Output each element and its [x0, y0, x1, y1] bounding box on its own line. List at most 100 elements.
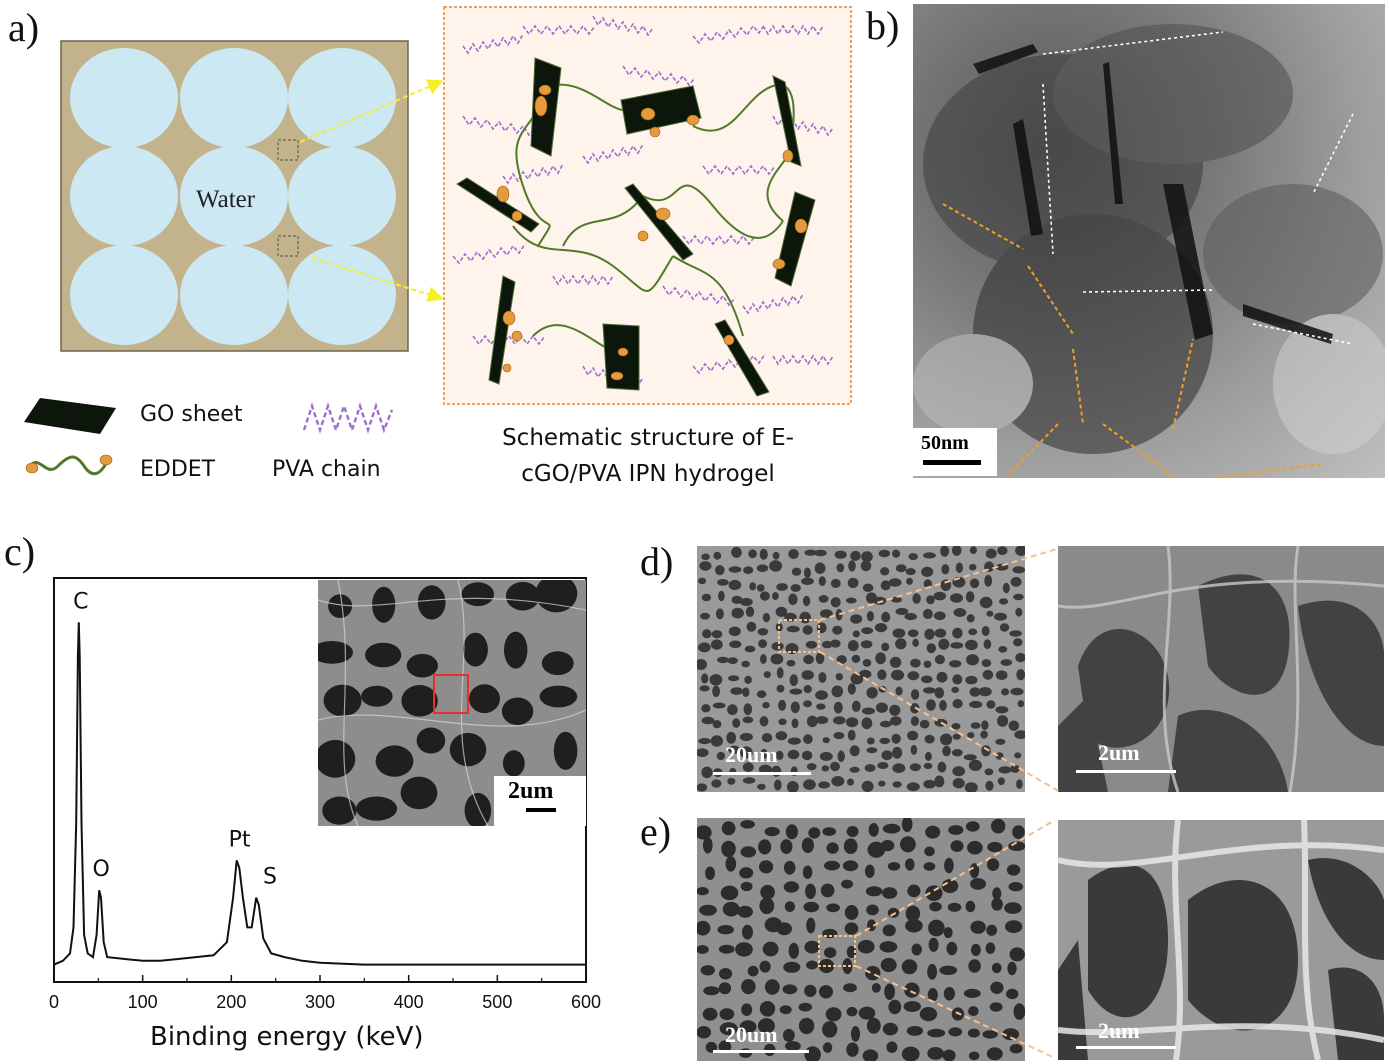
pore [995, 670, 1008, 680]
pore [322, 796, 357, 825]
pore [887, 862, 901, 871]
pore [818, 576, 826, 586]
d-left-scalebar-label: 20um [725, 742, 778, 767]
pore [783, 860, 796, 875]
pore [728, 579, 742, 591]
inset-c-scalebar-bar [526, 808, 556, 812]
pore [966, 654, 979, 666]
pore [762, 701, 770, 709]
pore [747, 965, 759, 977]
pore [462, 632, 488, 667]
pore [725, 856, 737, 872]
pore [895, 564, 907, 573]
peak-label-c: C [73, 589, 88, 614]
pore [790, 584, 801, 592]
pore [927, 1028, 946, 1038]
pore [852, 630, 860, 638]
pore [904, 613, 917, 621]
pore [698, 577, 707, 585]
pore [701, 593, 712, 602]
pore [721, 821, 736, 836]
pore [697, 887, 709, 896]
pore [911, 689, 920, 700]
pore [504, 631, 528, 669]
pore [986, 610, 994, 617]
pore [900, 836, 916, 853]
pore [910, 744, 918, 755]
water-pore [70, 48, 178, 148]
pore [923, 687, 936, 694]
pore [910, 658, 921, 668]
pore [845, 597, 857, 604]
pore [947, 902, 962, 912]
pore [950, 840, 964, 852]
pva-chains [452, 15, 834, 387]
pore [923, 862, 936, 871]
pore [889, 656, 902, 668]
pore [878, 549, 891, 558]
zoom-arrow-lower [311, 257, 444, 303]
pore [764, 826, 780, 837]
pore [991, 897, 1003, 911]
pore [923, 762, 933, 770]
pore [879, 737, 891, 745]
pore [699, 904, 717, 916]
pore [743, 566, 754, 574]
pore [1013, 593, 1024, 601]
pore [966, 614, 975, 623]
pore [940, 733, 953, 746]
pore [835, 673, 843, 681]
pore [849, 766, 860, 773]
e-right-scalebar-label: 2um [1098, 1018, 1140, 1043]
schematic-caption: Schematic structure of E- cGO/PVA IPN hy… [443, 420, 853, 492]
pore [742, 777, 756, 784]
pore [985, 780, 994, 791]
pore [999, 623, 1010, 632]
pore [906, 1026, 924, 1036]
pore [746, 621, 757, 632]
pore [739, 746, 753, 759]
pore [922, 608, 933, 620]
pore [697, 748, 709, 757]
sem-d-high-mag: 2um [1058, 546, 1384, 792]
pore [925, 885, 943, 901]
pore [790, 701, 800, 714]
sem-e-high-mag: 2um [1058, 820, 1384, 1060]
pore [744, 675, 752, 684]
pore [991, 962, 1002, 974]
spectrum-line [53, 622, 586, 966]
panel-b-label: b) [866, 3, 900, 48]
pore [866, 687, 878, 699]
d-left-scalebar-bar [713, 772, 811, 775]
pore [782, 984, 798, 995]
pore [1010, 576, 1022, 587]
pore [937, 761, 947, 773]
panel-e-label: e) [640, 809, 672, 854]
pore [989, 1002, 1003, 1012]
pva-chain [692, 23, 766, 45]
pore [715, 565, 725, 576]
pore [831, 685, 844, 698]
pore [711, 779, 722, 788]
pore [879, 720, 892, 728]
pore [732, 718, 741, 728]
pore [860, 560, 872, 572]
pore [950, 593, 963, 603]
pore [719, 968, 733, 980]
pore [919, 1007, 938, 1022]
pore [757, 628, 769, 636]
pore [965, 639, 978, 651]
pva-chain [462, 115, 536, 137]
pore [803, 685, 812, 694]
pore [808, 827, 821, 839]
pore [926, 595, 935, 605]
pore [802, 865, 813, 879]
pore [742, 716, 754, 724]
pore [1014, 752, 1022, 759]
pore [874, 623, 888, 633]
pore [906, 577, 913, 585]
pore [934, 628, 947, 638]
pore [775, 750, 784, 760]
pore [401, 685, 438, 717]
pore [1001, 688, 1010, 696]
